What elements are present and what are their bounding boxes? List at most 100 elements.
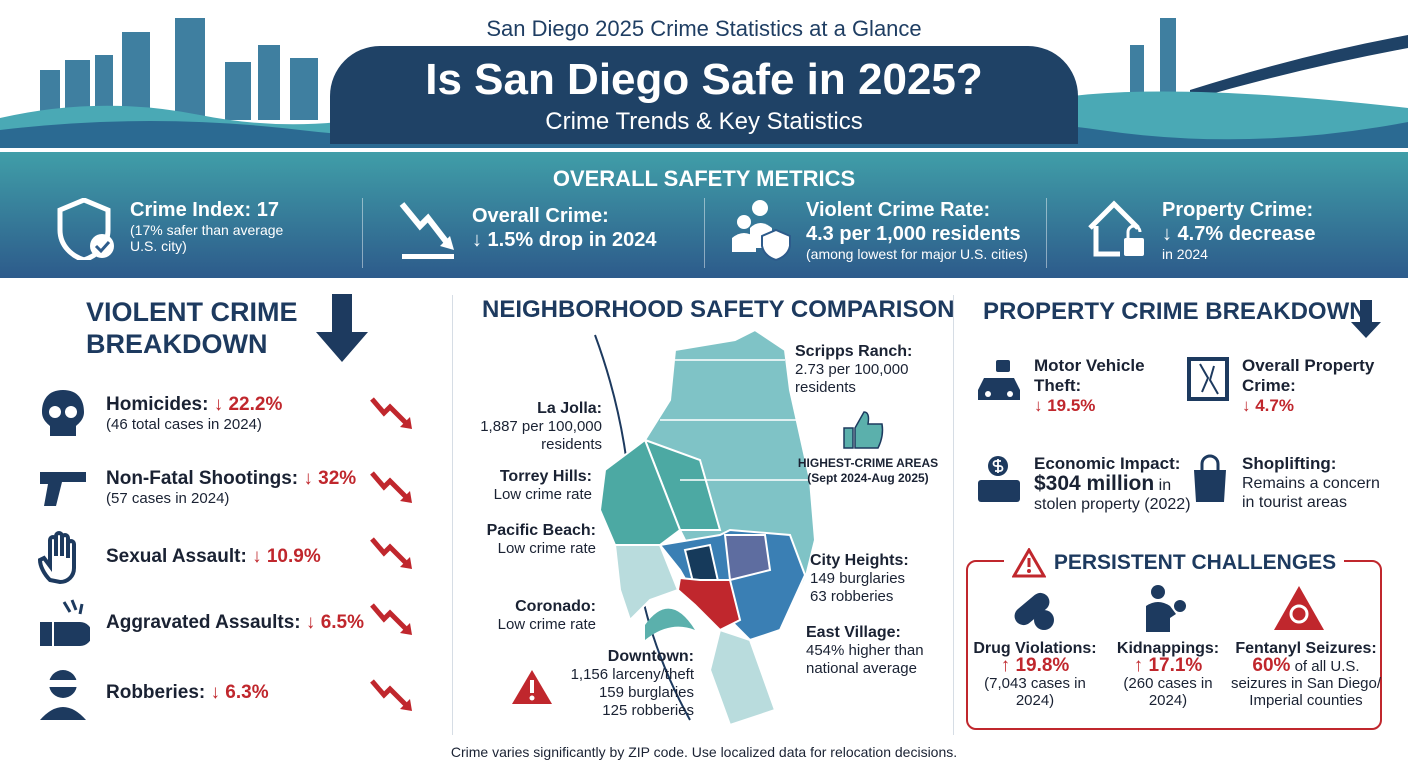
label-la-jolla: La Jolla: 1,887 per 100,000 residents	[470, 400, 602, 454]
item-note: in tourist areas	[1242, 494, 1347, 511]
footer-note: Crime varies significantly by ZIP code. …	[450, 744, 958, 760]
item-note: (57 cases in 2024)	[106, 489, 230, 507]
item-note: (7,043 cases in	[984, 675, 1086, 692]
item-change: ↓ 10.9%	[252, 546, 321, 567]
item-label: Robberies:	[106, 682, 206, 703]
item-note: seizures in San Diego/	[1230, 675, 1382, 692]
item-change: ↓ 22.2%	[213, 393, 283, 415]
item-text: in	[1154, 477, 1172, 494]
area-stat: 63 robberies	[810, 588, 894, 605]
skull-icon	[42, 390, 84, 436]
title-banner	[330, 46, 1078, 144]
metric-crime-index: Crime Index: 17 (17% safer than average U…	[56, 198, 300, 270]
supertitle: San Diego 2025 Crime Statistics at a Gla…	[486, 16, 922, 41]
metric-title: Property Crime:	[1162, 199, 1314, 221]
item-label: Kidnappings:	[1116, 640, 1220, 657]
area-stat: residents	[541, 436, 602, 453]
area-stat: 159 burglaries	[598, 684, 694, 701]
challenge-kidnappings: Kidnappings: ↑ 17.1% (260 cases in 2024)	[1106, 640, 1230, 709]
item-note: stolen property (2022)	[1034, 496, 1191, 513]
item-label: Homicides:	[106, 393, 209, 415]
area-stat: 2.73 per 100,000	[795, 361, 909, 378]
area-name: La Jolla:	[537, 400, 602, 417]
warning-icon	[512, 670, 552, 704]
page-subtitle: Crime Trends & Key Statistics	[545, 108, 863, 135]
violent-item-homicides: Homicides: ↓ 22.2% (46 total cases in 202…	[36, 386, 282, 440]
area-stat: 1,887 per 100,000	[480, 418, 602, 435]
neighborhood-heading: NEIGHBORHOOD SAFETY COMPARISON	[482, 296, 955, 323]
divider	[362, 198, 363, 268]
item-change: ↓ 6.3%	[210, 682, 269, 703]
car-lock-icon	[978, 360, 1020, 400]
area-stat: Low crime rate	[497, 540, 596, 557]
item-note: Remains a concern	[1242, 475, 1380, 492]
people-shield-icon	[732, 200, 791, 262]
area-stat: Low crime rate	[493, 486, 592, 503]
safety-metrics-band: OVERALL SAFETY METRICS Crime Index: 17 (1…	[0, 152, 1408, 278]
item-note: Imperial counties	[1249, 692, 1363, 709]
area-name: Scripps Ranch:	[795, 343, 913, 360]
challenges-heading: PERSISTENT CHALLENGES	[1053, 551, 1337, 574]
violent-heading: VIOLENT CRIME BREAKDOWN	[86, 297, 298, 359]
kidnapping-icon	[1146, 585, 1186, 632]
item-label: Non-Fatal Shootings:	[106, 467, 299, 489]
property-economic-impact: Economic Impact: $304 million in stolen pr…	[976, 454, 1191, 514]
area-name: Torrey Hills:	[499, 468, 592, 485]
hand-stop-icon	[37, 531, 76, 584]
label-coronado: Coronado: Low crime rate	[470, 598, 596, 634]
metric-title: Crime Index: 17	[130, 199, 279, 221]
divider	[704, 198, 705, 268]
pills-icon	[1014, 592, 1054, 630]
metric-note: (among lowest for major U.S. cities)	[806, 246, 1028, 262]
item-label: Overall Property	[1242, 356, 1375, 375]
label-torrey-hills: Torrey Hills: Low crime rate	[470, 468, 592, 504]
item-text: of all U.S.	[1290, 658, 1360, 675]
thumbs-up-icon	[843, 411, 884, 449]
item-label: Shoplifting:	[1242, 454, 1337, 473]
violent-item-sexual-assault: Sexual Assault: ↓ 10.9%	[36, 530, 321, 584]
metric-violent-crime-rate: Violent Crime Rate: 4.3 per 1,000 residen…	[730, 198, 1028, 270]
property-motor-vehicle: Motor Vehicle Theft: ↓ 19.5%	[976, 356, 1145, 416]
metric-value: ↓ 1.5% drop in 2024	[472, 229, 657, 251]
item-change: 60%	[1252, 655, 1291, 676]
item-label: Drug Violations:	[973, 640, 1097, 657]
label-east-village: East Village: 454% higher than national av…	[806, 624, 924, 678]
challenge-fentanyl: Fentanyl Seizures: 60% of all U.S. seizure…	[1230, 640, 1382, 709]
item-change: ↓ 6.5%	[305, 612, 365, 633]
area-name: East Village:	[806, 624, 901, 641]
metrics-heading: OVERALL SAFETY METRICS	[552, 166, 856, 191]
item-label: Sexual Assault:	[106, 546, 247, 567]
area-stat: 1,156 larceny/theft	[570, 666, 694, 683]
down-arrow-icon	[1351, 300, 1381, 338]
highest-crime-label: HIGHEST-CRIME AREAS (Sept 2024-Aug 2025)	[796, 456, 940, 486]
item-change: ↓ 19.5%	[1034, 396, 1096, 415]
robber-icon	[40, 670, 86, 720]
item-label: Motor Vehicle	[1034, 356, 1145, 375]
property-heading: PROPERTY CRIME BREAKDOWN	[983, 298, 1367, 325]
item-change: ↓ 32%	[303, 467, 357, 489]
label-downtown: Downtown: 1,156 larceny/theft 159 burglari…	[540, 648, 694, 720]
violent-item-shootings: Non-Fatal Shootings: ↓ 32% (57 cases in 2…	[36, 460, 356, 514]
red-down-trend-icons	[370, 397, 412, 711]
item-change: ↓ 4.7%	[1242, 396, 1294, 415]
highest-crime-period: (Sept 2024-Aug 2025)	[807, 471, 929, 485]
san-diego-map	[594, 330, 817, 727]
metric-note: in 2024	[1162, 246, 1208, 262]
column-divider	[452, 295, 453, 735]
page-title: Is San Diego Safe in 2025?	[425, 55, 983, 104]
label-city-heights: City Heights: 149 burglaries 63 robberies	[810, 552, 909, 606]
area-stat: 149 burglaries	[810, 570, 906, 587]
area-name: Coronado:	[515, 598, 596, 615]
area-stat: 454% higher than	[806, 642, 924, 659]
item-note: 2024)	[1148, 692, 1188, 709]
item-note: (46 total cases in 2024)	[106, 415, 262, 433]
metric-value: ↓ 4.7% decrease	[1162, 223, 1316, 245]
challenges-header: PERSISTENT CHALLENGES	[968, 548, 1380, 578]
property-overall: Overall Property Crime: ↓ 4.7%	[1186, 356, 1374, 416]
area-stat: Low crime rate	[497, 616, 596, 633]
metric-overall-crime: Overall Crime: ↓ 1.5% drop in 2024	[398, 198, 657, 270]
highest-crime-title: HIGHEST-CRIME AREAS	[797, 456, 939, 470]
shopping-bag-icon	[1194, 454, 1226, 502]
item-label: Fentanyl Seizures:	[1235, 640, 1377, 657]
label-scripps-ranch: Scripps Ranch: 2.73 per 100,000 residents	[795, 343, 912, 397]
